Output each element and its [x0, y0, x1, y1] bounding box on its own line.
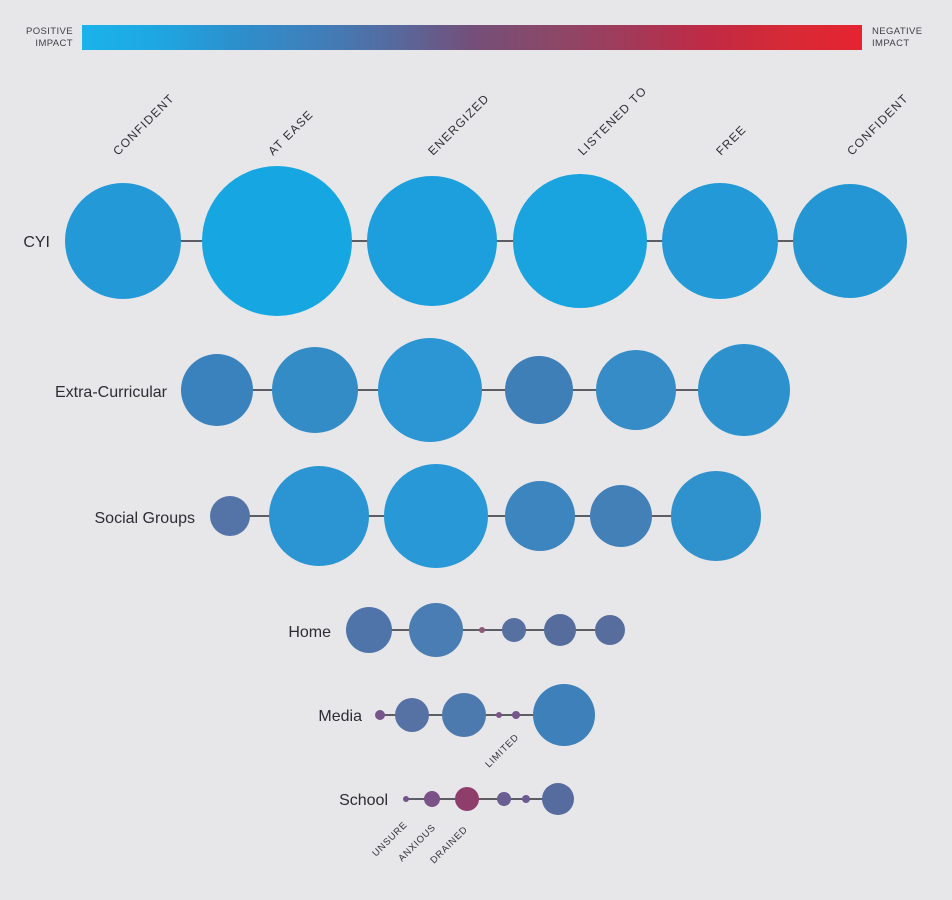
- column-label: CONFIDENT: [110, 91, 177, 158]
- bubble: [544, 614, 576, 646]
- legend-positive-line2: IMPACT: [35, 38, 73, 49]
- bubble: [378, 338, 482, 442]
- bubble: [395, 698, 429, 732]
- bubble: [595, 615, 625, 645]
- column-label: LISTENED TO: [575, 84, 650, 159]
- column-label: CONFIDENT: [844, 91, 911, 158]
- row-label-social-groups: Social Groups: [95, 510, 196, 527]
- legend-positive-line1: POSITIVE: [26, 26, 73, 37]
- column-label: ENERGIZED: [425, 91, 492, 158]
- bubble: [181, 354, 253, 426]
- row-label-media: Media: [318, 708, 362, 725]
- bubble: [522, 795, 530, 803]
- bubble: [505, 481, 575, 551]
- bubble: [346, 607, 392, 653]
- bubble: [210, 496, 250, 536]
- row-label-cyi: CYI: [23, 234, 50, 251]
- bubble: [513, 174, 647, 308]
- legend-negative-line2: IMPACT: [872, 38, 910, 49]
- bubble: [442, 693, 486, 737]
- bubble: [596, 350, 676, 430]
- annotation-label: LIMITED: [483, 732, 521, 770]
- row-label-home: Home: [288, 624, 331, 641]
- bubble: [403, 796, 409, 802]
- column-labels: CONFIDENT AT EASE ENERGIZED LISTENED TO …: [110, 84, 911, 159]
- bubble: [455, 787, 479, 811]
- bubble: [497, 792, 511, 806]
- column-label: AT EASE: [265, 107, 316, 158]
- bubble: [269, 466, 369, 566]
- bubble: [384, 464, 488, 568]
- bubble: [424, 791, 440, 807]
- bubble: [375, 710, 385, 720]
- impact-gradient-bar: [82, 25, 862, 50]
- bubble: [512, 711, 520, 719]
- bubble: [496, 712, 502, 718]
- bubble: [409, 603, 463, 657]
- bubble: [698, 344, 790, 436]
- bubble: [202, 166, 352, 316]
- bubble: [590, 485, 652, 547]
- column-label: FREE: [713, 122, 749, 158]
- row-label-school: School: [339, 792, 388, 809]
- bubble: [662, 183, 778, 299]
- bubble: [65, 183, 181, 299]
- bubble: [505, 356, 573, 424]
- bubble: [671, 471, 761, 561]
- bubble: [542, 783, 574, 815]
- bubble: [533, 684, 595, 746]
- bubble: [272, 347, 358, 433]
- legend-negative-line1: NEGATIVE: [872, 26, 923, 37]
- row-labels: CYI Extra-Curricular Social Groups Home …: [23, 234, 388, 809]
- bubble: [479, 627, 485, 633]
- bubble: [793, 184, 907, 298]
- bubble: [502, 618, 526, 642]
- impact-legend: POSITIVE IMPACT NEGATIVE IMPACT: [26, 25, 923, 50]
- bubble: [367, 176, 497, 306]
- row-label-extra-curricular: Extra-Curricular: [55, 384, 168, 401]
- bubble-layer: [65, 166, 907, 815]
